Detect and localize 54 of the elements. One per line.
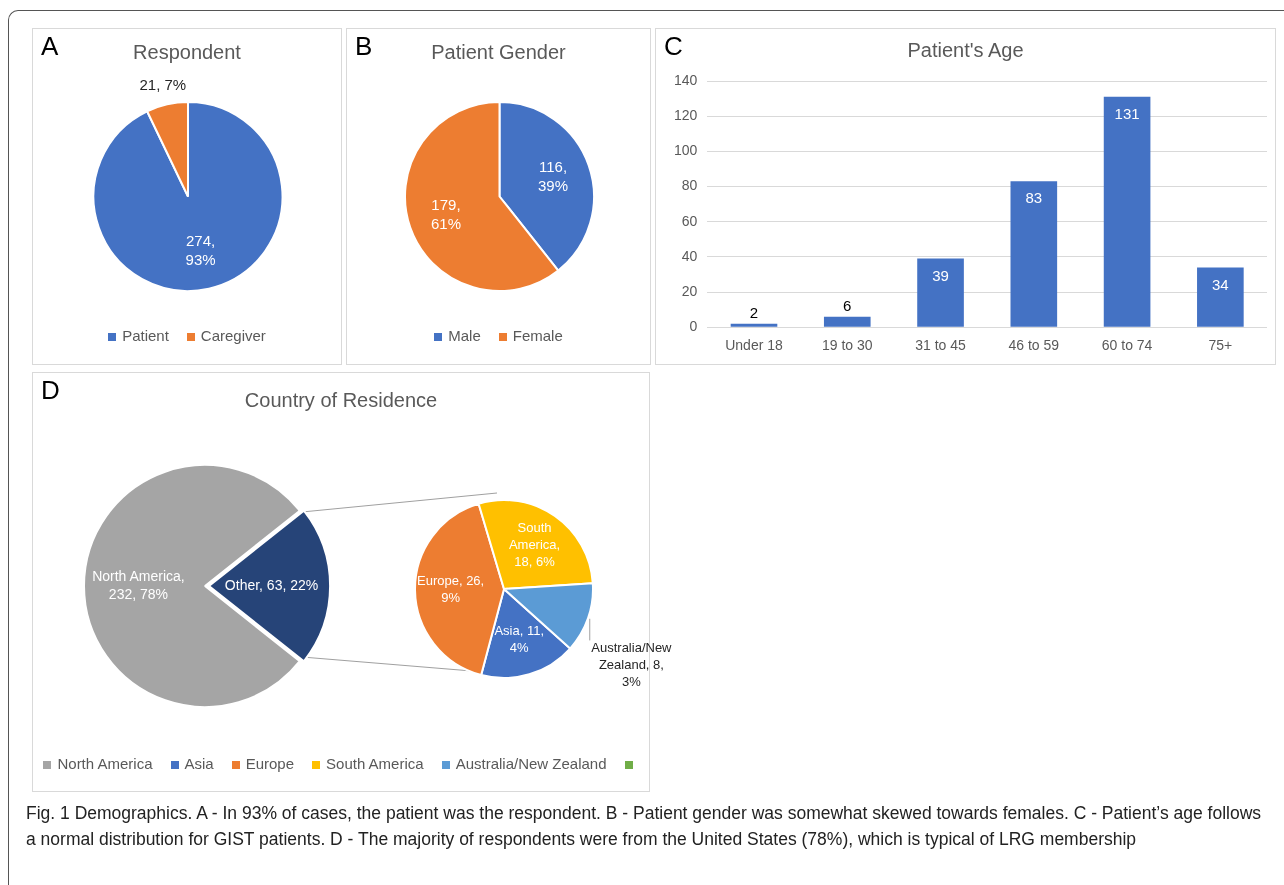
- legend-label: Asia: [183, 755, 214, 772]
- y-tick-label: 140: [674, 71, 698, 88]
- bar: [1010, 181, 1058, 327]
- chart-title: Patient's Age: [907, 39, 1024, 61]
- data-label: Asia, 11, 4%: [494, 623, 545, 656]
- data-label: Other, 63, 22%: [224, 576, 319, 593]
- x-tick-label: 46 to 59: [1008, 337, 1060, 354]
- legend-label: Caregiver: [199, 327, 266, 344]
- chart-title: Respondent: [133, 41, 241, 63]
- y-tick-label: 80: [681, 177, 698, 194]
- y-tick-label: 100: [674, 142, 698, 159]
- data-label: 83: [1025, 189, 1043, 207]
- text: B: [355, 31, 373, 62]
- caption: Fig. 1 Demographics. A - In 93% of cases, the patient was the respondent. B - Patient gender was somewhat skewed towards females. C - Patient’s age follows a normal distribution for GIST patients. D - The majority of respondents were from the United States (78%), which is typical of LRG membership: [26, 802, 1263, 851]
- data-label: 39: [932, 266, 949, 284]
- chart-title: Patient Gender: [431, 41, 566, 63]
- y-tick-label: 40: [681, 247, 698, 264]
- x-tick-label: 60 to 74: [1101, 337, 1153, 354]
- x-tick-label: 31 to 45: [915, 337, 967, 354]
- bar: [917, 258, 964, 327]
- x-tick-label: Under 18: [725, 337, 783, 354]
- legend-label: Patient: [121, 327, 169, 344]
- legend-label: Australia/New Zealand: [454, 755, 607, 772]
- bar: [823, 316, 871, 327]
- text: A: [41, 31, 59, 62]
- data-label: North America, 232, 78%: [92, 567, 185, 602]
- bar: [1197, 267, 1244, 327]
- y-tick-label: 120: [674, 107, 698, 124]
- data-label: 6: [843, 296, 852, 314]
- data-label: 34: [1212, 275, 1229, 293]
- data-label: 21, 7%: [139, 76, 187, 94]
- data-label: 2: [749, 303, 759, 321]
- data-label: South America, 18, 6%: [508, 519, 561, 569]
- y-tick-label: 20: [681, 282, 698, 299]
- data-label: 274, 93%: [185, 232, 216, 269]
- text: C: [664, 31, 683, 62]
- legend-label: Male: [447, 327, 481, 344]
- y-tick-label: 60: [681, 212, 698, 229]
- legend-label: Europe: [244, 755, 295, 772]
- bar: [730, 323, 778, 327]
- data-label: 179, 61%: [430, 195, 461, 232]
- data-label: 116, 39%: [538, 158, 569, 195]
- legend-label: South America: [325, 755, 424, 772]
- chart-title: Country of Residence: [244, 389, 438, 411]
- x-tick-label: 75+: [1208, 337, 1233, 354]
- y-tick-label: 0: [689, 318, 698, 335]
- data-label: 131: [1114, 104, 1140, 122]
- x-tick-label: 19 to 30: [821, 337, 873, 354]
- text: D: [41, 375, 60, 406]
- legend-label: Female: [511, 327, 563, 344]
- bar: [1103, 96, 1151, 327]
- legend-label: North America: [56, 755, 153, 772]
- data-label: Australia/New Zealand, 8, 3%: [591, 640, 673, 690]
- data-label: Europe, 26, 9%: [417, 572, 485, 605]
